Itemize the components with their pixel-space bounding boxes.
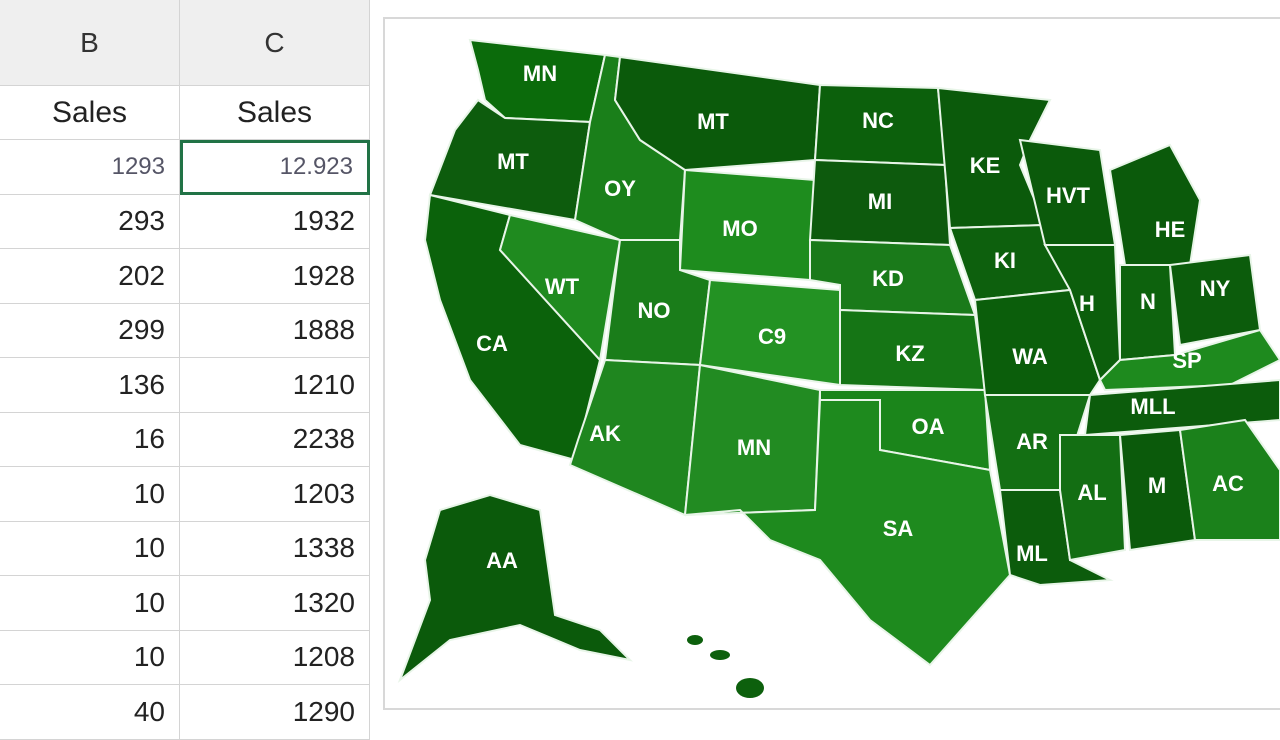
cell[interactable]: 293 (0, 194, 180, 249)
island (710, 650, 730, 660)
header-cell[interactable]: Sales (180, 86, 370, 140)
state-label: KI (994, 248, 1016, 273)
state-label: HVT (1046, 183, 1091, 208)
island (736, 678, 764, 698)
state-label: OY (604, 176, 636, 201)
state[interactable] (397, 493, 634, 684)
state-label: ML (1016, 541, 1048, 566)
cell[interactable]: 1208 (180, 630, 370, 685)
state[interactable] (973, 288, 1102, 396)
state-label: WA (1012, 344, 1048, 369)
state-label: CA (476, 331, 508, 356)
spreadsheet: B C Sales Sales 1293 12.923 293 1932 202 1928 299 1… (0, 0, 372, 740)
cell[interactable]: 1210 (180, 358, 370, 413)
states (397, 38, 1280, 698)
state[interactable] (1098, 328, 1280, 392)
cell[interactable]: 1888 (180, 303, 370, 358)
state-label: KD (872, 266, 904, 291)
state-label: M (1148, 473, 1166, 498)
state-label: AC (1212, 471, 1244, 496)
map: MN MT NC MT OY MI KE HVT HE MO WT NO KD … (397, 38, 1280, 698)
cell[interactable]: 1928 (180, 249, 370, 304)
state-label: MLL (1130, 394, 1175, 419)
cell[interactable]: 10 (0, 467, 180, 522)
cell[interactable]: 1338 (180, 521, 370, 576)
state-label: AK (589, 421, 621, 446)
state-label: AR (1016, 429, 1048, 454)
state-label: KZ (895, 341, 924, 366)
cell[interactable]: 10 (0, 630, 180, 685)
state-label: MT (697, 109, 729, 134)
state-label: H (1079, 291, 1095, 316)
state-label: NO (638, 298, 671, 323)
state[interactable] (1178, 418, 1280, 541)
state-label: AL (1077, 480, 1106, 505)
cell[interactable]: 136 (0, 358, 180, 413)
state-label: MI (868, 189, 892, 214)
cell[interactable]: 10 (0, 576, 180, 631)
cell[interactable]: 299 (0, 303, 180, 358)
state[interactable] (1108, 143, 1202, 266)
state-label: HE (1155, 217, 1186, 242)
cell[interactable]: 1293 (0, 140, 180, 195)
state-label: NC (862, 108, 894, 133)
cell[interactable]: 12.923 (180, 140, 370, 195)
state[interactable] (568, 358, 702, 517)
cell[interactable]: 202 (0, 249, 180, 304)
state-label: MN (737, 435, 771, 460)
state-label: NY (1200, 276, 1231, 301)
cell[interactable]: 1320 (180, 576, 370, 631)
column-header[interactable]: C (180, 0, 370, 86)
state[interactable] (1059, 434, 1127, 562)
state-label: C9 (758, 324, 786, 349)
cell[interactable]: 1203 (180, 467, 370, 522)
cell[interactable]: 2238 (180, 412, 370, 467)
state-labels: MN MT NC MT OY MI KE HVT HE MO WT NO KD … (476, 61, 1244, 573)
header-cell[interactable]: Sales (0, 86, 180, 140)
state-label: AA (486, 548, 518, 573)
column-header[interactable]: B (0, 0, 180, 86)
cell[interactable]: 10 (0, 521, 180, 576)
state-label: SA (883, 516, 914, 541)
state-label: WT (545, 274, 580, 299)
state-label: N (1140, 289, 1156, 314)
state-label: OA (912, 414, 945, 439)
cell[interactable]: 1932 (180, 194, 370, 249)
state[interactable] (498, 213, 622, 363)
state-label: SP (1172, 348, 1201, 373)
state-label: KE (970, 153, 1001, 178)
cell[interactable]: 16 (0, 412, 180, 467)
state[interactable] (684, 399, 1012, 667)
state-label: MO (722, 216, 757, 241)
state-label: MT (497, 149, 529, 174)
island (687, 635, 703, 645)
state-label: MN (523, 61, 557, 86)
